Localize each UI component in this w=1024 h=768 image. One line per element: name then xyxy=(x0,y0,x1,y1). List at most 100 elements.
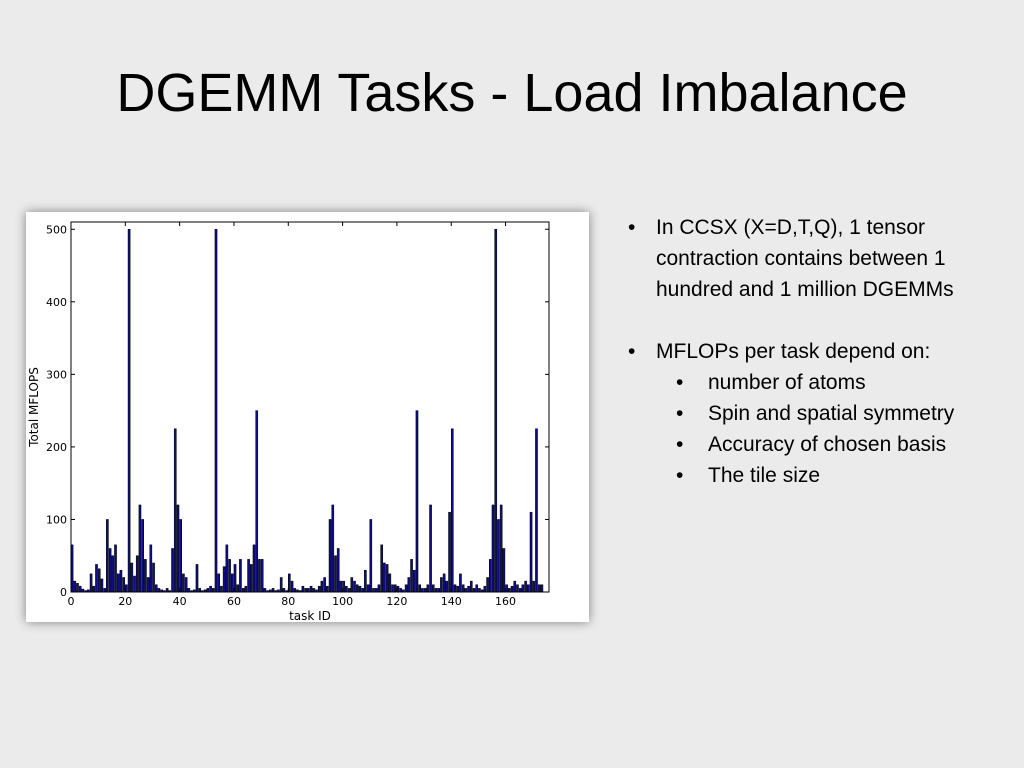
bar-task-91 xyxy=(317,585,321,593)
bar-task-128 xyxy=(418,584,422,593)
bar-task-125 xyxy=(410,559,413,593)
bar-task-164 xyxy=(516,584,519,593)
bar-task-106 xyxy=(358,585,362,593)
bar-task-17 xyxy=(116,573,120,593)
bar-task-74 xyxy=(271,588,275,593)
bar-task-104 xyxy=(353,580,356,593)
bar-task-168 xyxy=(527,584,530,593)
bar-task-16 xyxy=(114,544,117,593)
bar-task-127 xyxy=(415,410,419,593)
bar-task-41 xyxy=(182,573,185,593)
x-tick-label: 160 xyxy=(495,595,516,608)
bar-task-50 xyxy=(206,588,210,593)
bar-task-3 xyxy=(78,585,82,593)
bar-task-42 xyxy=(184,577,188,593)
bar-task-170 xyxy=(532,580,536,593)
bar-task-19 xyxy=(122,577,125,593)
bar-task-56 xyxy=(222,566,226,593)
bar-task-11 xyxy=(100,578,104,593)
bar-task-142 xyxy=(456,585,460,593)
bar-task-157 xyxy=(497,519,500,593)
bar-task-46 xyxy=(195,564,199,593)
bar-task-156 xyxy=(494,229,498,593)
bar-task-171 xyxy=(535,428,538,593)
sub-bullet-symmetry: Spin and spatial symmetry xyxy=(622,398,982,429)
bar-task-134 xyxy=(434,588,438,593)
bullet-mflops: MFLOPs per task depend on: xyxy=(622,336,982,367)
bar-task-133 xyxy=(431,584,435,593)
bar-task-62 xyxy=(239,559,242,593)
bar-task-97 xyxy=(334,555,337,593)
bar-task-92 xyxy=(320,580,324,593)
y-tick-label: 400 xyxy=(46,296,67,309)
bar-task-161 xyxy=(508,588,511,593)
sub-bullet-atoms: number of atoms xyxy=(622,367,982,398)
bar-task-68 xyxy=(255,410,259,593)
bar-task-63 xyxy=(241,588,245,593)
x-axis-label: task ID xyxy=(289,609,331,622)
x-tick-label: 0 xyxy=(68,595,75,608)
bar-task-144 xyxy=(461,584,465,593)
bar-task-119 xyxy=(393,584,397,593)
bar-task-117 xyxy=(388,573,392,593)
x-tick-label: 60 xyxy=(227,595,241,608)
bar-task-105 xyxy=(355,584,359,593)
bar-task-139 xyxy=(448,511,451,593)
bar-task-165 xyxy=(518,588,522,593)
bar-task-40 xyxy=(179,519,183,593)
x-tick-label: 140 xyxy=(441,595,462,608)
bar-task-116 xyxy=(385,564,389,593)
bar-task-69 xyxy=(258,559,261,593)
bar-task-114 xyxy=(380,544,383,593)
bar-task-28 xyxy=(146,577,150,593)
bar-task-155 xyxy=(491,504,495,593)
x-tick-label: 120 xyxy=(386,595,407,608)
bar-task-8 xyxy=(92,585,96,593)
bar-task-88 xyxy=(309,585,313,593)
bar-task-148 xyxy=(472,588,476,593)
bar-task-158 xyxy=(499,504,503,593)
bar-task-59 xyxy=(230,573,234,593)
bar-task-10 xyxy=(97,568,101,593)
bar-task-21 xyxy=(127,229,131,593)
slide-title: DGEMM Tasks - Load Imbalance xyxy=(116,63,908,123)
bar-task-94 xyxy=(326,585,329,593)
bar-task-123 xyxy=(404,584,408,593)
bar-task-7 xyxy=(89,573,93,593)
bar-task-95 xyxy=(328,519,332,593)
bar-task-167 xyxy=(524,580,527,593)
bar-task-121 xyxy=(399,588,402,593)
bar-task-169 xyxy=(529,511,533,593)
bar-task-135 xyxy=(437,588,441,593)
bar-task-57 xyxy=(225,544,229,593)
bar-task-23 xyxy=(133,575,136,593)
bar-task-159 xyxy=(502,548,506,593)
bar-task-78 xyxy=(282,588,286,593)
bar-task-24 xyxy=(135,555,139,593)
bar-task-61 xyxy=(236,584,240,593)
bar-task-153 xyxy=(486,577,489,593)
sub-bullet-basis: Accuracy of chosen basis xyxy=(622,429,982,460)
bar-task-89 xyxy=(312,588,316,593)
bar-task-26 xyxy=(141,519,144,593)
bar-task-136 xyxy=(440,577,443,593)
bar-task-15 xyxy=(111,555,115,593)
bar-task-143 xyxy=(459,573,462,593)
bar-task-87 xyxy=(307,588,310,593)
bullet-ccsx: In CCSX (X=D,T,Q), 1 tensor contraction … xyxy=(622,212,982,305)
bar-task-163 xyxy=(513,580,517,593)
bar-task-31 xyxy=(154,584,158,593)
bar-task-55 xyxy=(220,585,223,593)
bar-task-172 xyxy=(537,584,541,593)
bar-task-66 xyxy=(250,564,253,593)
bar-task-85 xyxy=(301,585,305,593)
bar-task-1 xyxy=(73,580,77,593)
bar-task-86 xyxy=(304,588,307,593)
bar-task-51 xyxy=(209,585,212,593)
bar-task-96 xyxy=(331,504,335,593)
bullet-list: In CCSX (X=D,T,Q), 1 tensor contraction … xyxy=(622,212,982,491)
bar-task-102 xyxy=(347,588,351,593)
bar-task-37 xyxy=(171,548,174,593)
bar-task-173 xyxy=(540,584,544,593)
x-tick-label: 20 xyxy=(118,595,132,608)
